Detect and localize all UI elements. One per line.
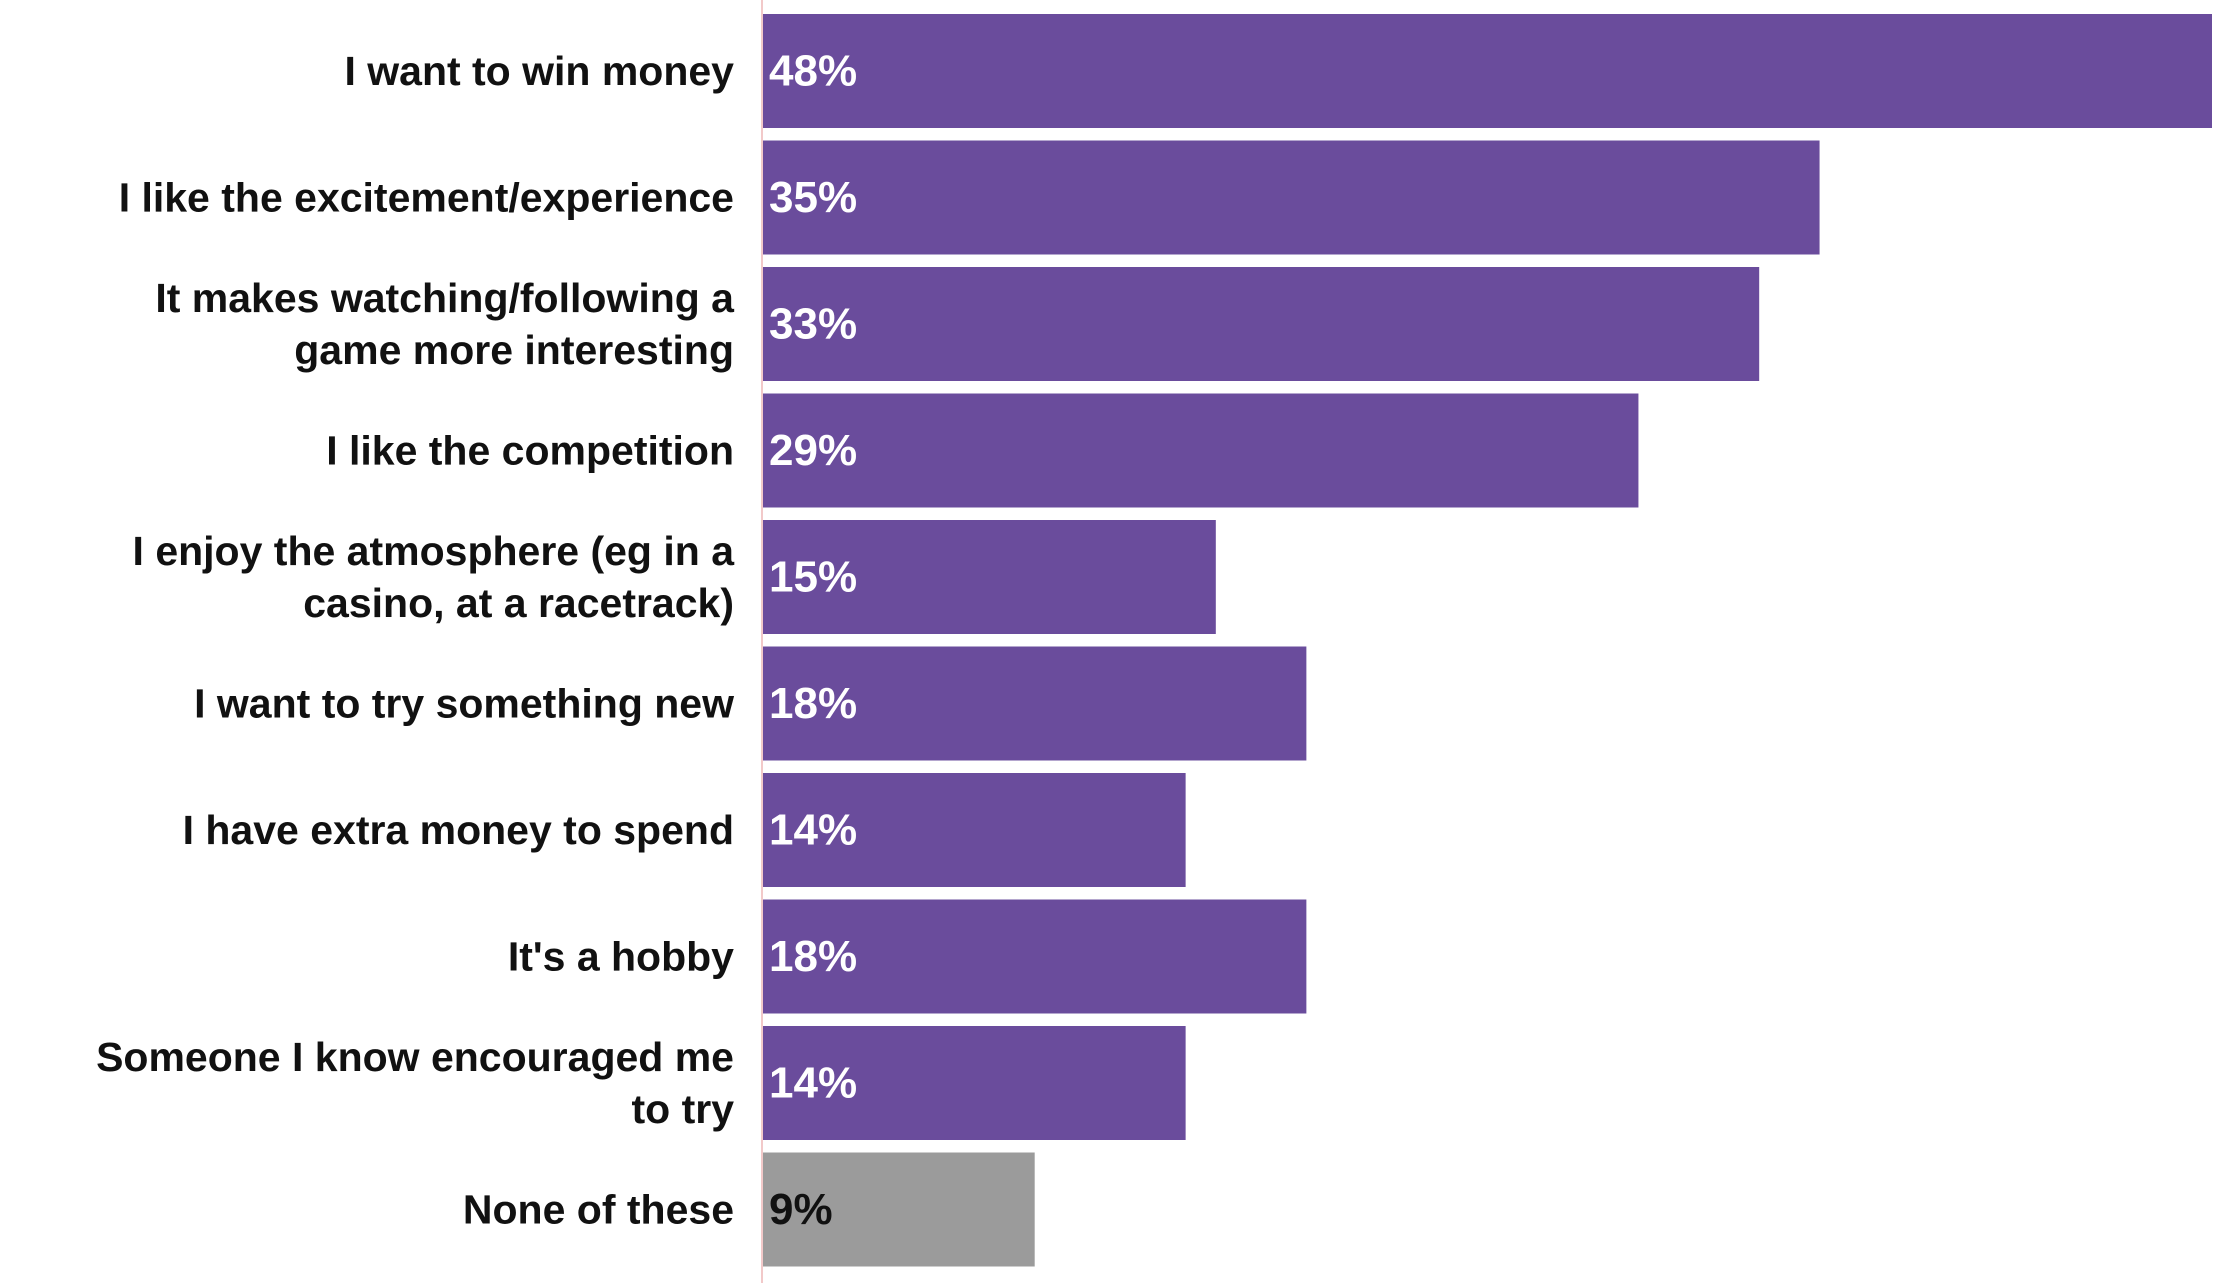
category-label-line: I have extra money to spend — [183, 807, 734, 853]
category-label-line: casino, at a racetrack) — [303, 580, 734, 626]
category-label-line: It makes watching/following a — [155, 275, 735, 321]
category-label-line: Someone I know encouraged me — [96, 1034, 734, 1080]
bar-10 — [763, 1152, 1035, 1267]
category-label-4: I like the competition — [326, 428, 734, 474]
bar-8 — [763, 899, 1307, 1014]
value-label-3: 33% — [769, 300, 857, 349]
value-labels: 48% 35% 33% 29% 15% 18% 14% 18% 14% 9% — [769, 47, 857, 1235]
category-label-6: I want to try something new — [194, 681, 734, 727]
bar-6 — [763, 646, 1307, 761]
value-label-7: 14% — [769, 806, 857, 855]
value-label-8: 18% — [769, 932, 857, 981]
bar-9 — [763, 1026, 1186, 1140]
category-label-3: It makes watching/following a game more i… — [155, 275, 735, 373]
category-label-line: I like the competition — [326, 428, 734, 474]
value-label-5: 15% — [769, 553, 857, 602]
category-label-5: I enjoy the atmosphere (eg in a casino, a… — [133, 528, 736, 626]
category-label-9: Someone I know encouraged me to try — [96, 1034, 734, 1132]
category-label-line: to try — [632, 1086, 735, 1132]
category-label-line: It's a hobby — [508, 934, 734, 980]
bar-5 — [763, 520, 1216, 634]
category-label-2: I like the excitement/experience — [119, 175, 734, 221]
value-label-4: 29% — [769, 426, 857, 475]
bar-2 — [763, 140, 1820, 255]
category-label-line: I like the excitement/experience — [119, 175, 734, 221]
bar-3 — [763, 267, 1760, 381]
category-label-10: None of these — [463, 1187, 734, 1233]
bar-7 — [763, 773, 1186, 887]
bar-4 — [763, 393, 1639, 508]
category-label-7: I have extra money to spend — [183, 807, 734, 853]
category-label-line: I enjoy the atmosphere (eg in a — [133, 528, 736, 574]
category-label-line: game more interesting — [294, 327, 734, 373]
value-label-2: 35% — [769, 173, 857, 222]
bars-layer — [763, 14, 2212, 1267]
value-label-10: 9% — [769, 1185, 833, 1234]
category-labels: I want to win money I like the excitement… — [96, 48, 735, 1233]
category-label-line: I want to win money — [344, 48, 734, 94]
category-label-8: It's a hobby — [508, 934, 734, 980]
value-label-6: 18% — [769, 679, 857, 728]
bar-1 — [763, 14, 2212, 128]
category-label-line: None of these — [463, 1187, 734, 1233]
category-label-1: I want to win money — [344, 48, 734, 94]
value-label-9: 14% — [769, 1059, 857, 1108]
category-label-line: I want to try something new — [194, 681, 734, 727]
value-label-1: 48% — [769, 47, 857, 96]
